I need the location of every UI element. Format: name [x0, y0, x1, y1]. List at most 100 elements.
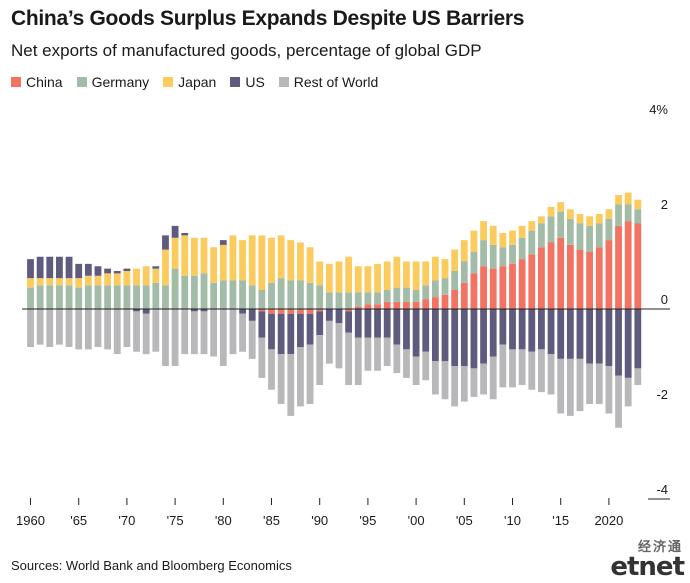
bar-rest-of-world-1987 [287, 354, 295, 416]
bar-rest-of-world-1963 [56, 309, 63, 345]
x-tick-label-1960: 1960 [16, 513, 45, 528]
bar-china-1996 [374, 304, 381, 309]
bar-rest-of-world-2017 [576, 358, 584, 412]
bar-germany-1985 [268, 282, 275, 309]
brand-wordmark-net: net [638, 552, 685, 582]
bar-japan-2011 [518, 225, 526, 238]
brand-wordmark-et: et [610, 552, 639, 582]
bar-rest-of-world-1978 [200, 311, 208, 355]
bar-us-2023 [634, 309, 642, 369]
bar-rest-of-world-2015 [557, 358, 565, 414]
bar-us-1969 [113, 271, 121, 274]
bar-japan-1971 [133, 268, 140, 286]
x-tick-label-1965: '65 [70, 513, 87, 528]
bar-rest-of-world-1972 [142, 313, 150, 355]
bar-germany-2011 [518, 237, 526, 260]
bar-us-1973 [152, 266, 160, 269]
bar-china-2013 [538, 247, 545, 309]
bar-japan-2010 [509, 230, 516, 245]
bar-rest-of-world-1992 [335, 323, 343, 369]
bar-rest-of-world-1966 [84, 309, 92, 350]
bar-rest-of-world-2010 [509, 349, 516, 388]
bar-us-1972 [142, 309, 150, 314]
bar-china-1986 [277, 309, 285, 314]
bar-germany-2018 [586, 225, 594, 252]
bar-germany-1971 [133, 285, 140, 309]
bar-rest-of-world-1982 [239, 313, 246, 352]
bar-germany-1978 [200, 273, 208, 309]
etnet-logo: 经济通 etnet [603, 536, 687, 582]
legend-item-china: China [11, 74, 63, 90]
bar-us-1962 [46, 256, 54, 279]
bar-rest-of-world-2011 [518, 349, 526, 385]
bar-china-1999 [403, 301, 410, 309]
bar-japan-1990 [316, 261, 324, 286]
bar-us-1974 [162, 235, 169, 250]
legend-item-rest-of-world: Rest of World [278, 74, 378, 90]
bar-rest-of-world-1991 [325, 320, 333, 364]
legend-label-china: China [26, 74, 63, 90]
bar-us-2007 [480, 309, 487, 364]
bar-us-2014 [547, 309, 555, 355]
y-tick-label-2: 2 [661, 197, 668, 212]
chart-subtitle: Net exports of manufactured goods, perce… [11, 41, 482, 60]
bar-rest-of-world-1989 [306, 344, 314, 404]
bar-japan-1978 [200, 237, 208, 274]
bar-germany-1967 [94, 285, 102, 309]
bar-china-2006 [470, 273, 478, 309]
bar-us-2010 [509, 309, 516, 350]
bar-rest-of-world-1983 [248, 320, 256, 359]
x-tick-label-2000: '00 [408, 513, 425, 528]
bar-japan-2006 [470, 230, 478, 252]
bar-germany-1968 [104, 285, 112, 309]
bar-germany-1991 [325, 292, 333, 309]
bar-us-2004 [451, 309, 459, 366]
bar-us-2002 [431, 309, 439, 362]
bar-germany-2013 [538, 223, 545, 248]
bar-us-1990 [316, 311, 324, 336]
bar-germany-1973 [152, 282, 160, 309]
bar-us-2012 [528, 309, 536, 352]
bar-us-1996 [374, 309, 381, 338]
bar-us-2017 [576, 309, 584, 359]
bar-us-1991 [325, 309, 333, 321]
bar-germany-1964 [65, 285, 73, 309]
bar-rest-of-world-2001 [422, 351, 430, 381]
bar-germany-1982 [239, 280, 246, 309]
bar-germany-1984 [258, 290, 266, 309]
bar-china-1993 [345, 309, 353, 312]
bar-china-1997 [383, 301, 391, 309]
bar-rest-of-world-2012 [528, 351, 536, 390]
bar-rest-of-world-1990 [316, 335, 324, 385]
bar-germany-2003 [441, 278, 449, 295]
bar-us-1961 [36, 256, 44, 279]
y-tick-label-0: 0 [661, 292, 668, 307]
bar-germany-1981 [229, 280, 237, 309]
bar-japan-1972 [142, 266, 150, 286]
bar-rest-of-world-2007 [480, 363, 487, 395]
bar-japan-1964 [65, 278, 73, 286]
bar-germany-1983 [248, 285, 256, 309]
bar-japan-1998 [393, 256, 401, 288]
bar-japan-1992 [335, 261, 343, 293]
bar-germany-2020 [605, 218, 613, 241]
bar-japan-1974 [162, 249, 169, 286]
bar-rest-of-world-2003 [441, 361, 449, 400]
bar-japan-2021 [615, 195, 622, 205]
bar-japan-2014 [547, 206, 555, 217]
bar-us-2019 [595, 309, 603, 364]
bar-us-1982 [239, 309, 246, 314]
bar-japan-2020 [605, 209, 613, 219]
bar-germany-2021 [615, 204, 622, 226]
bar-china-2016 [566, 244, 574, 309]
bar-germany-2023 [634, 209, 642, 224]
bar-germany-1963 [56, 285, 63, 309]
bar-us-1968 [104, 268, 112, 274]
legend-swatch-rest-of-world [278, 77, 289, 87]
bar-us-1963 [56, 256, 63, 279]
bar-us-2018 [586, 309, 594, 364]
bar-china-2009 [499, 266, 507, 309]
bar-germany-1977 [190, 275, 198, 309]
bar-japan-1993 [345, 256, 353, 293]
bar-rest-of-world-1961 [36, 309, 44, 345]
